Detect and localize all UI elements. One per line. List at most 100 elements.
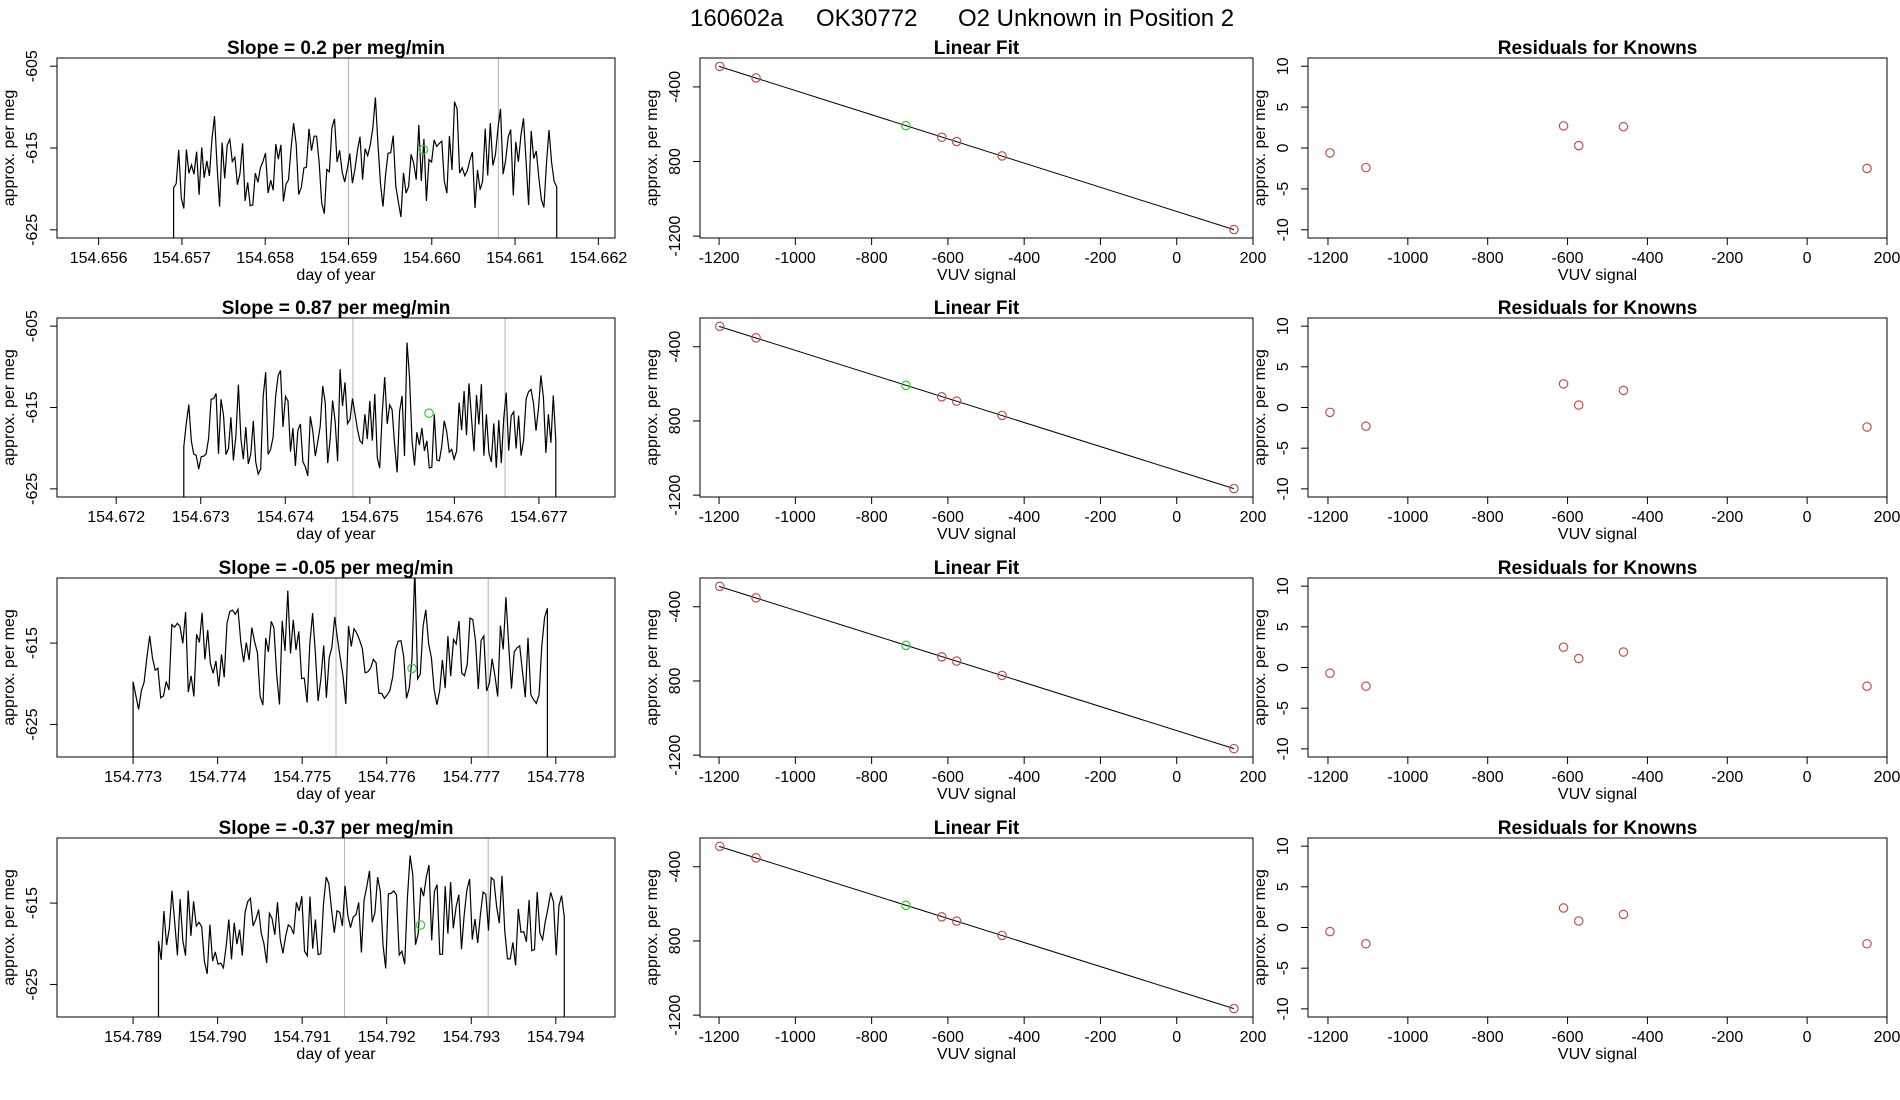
panel-title: Linear Fit — [934, 558, 1020, 579]
y-tick-label: 800 — [667, 928, 684, 955]
figure-title: 160602a OK30772 O2 Unknown in Position 2 — [690, 5, 1234, 32]
x-tick-label: -1200 — [699, 769, 740, 786]
x-tick-label: 154.789 — [104, 1029, 162, 1046]
x-tick-label: 154.777 — [442, 769, 500, 786]
x-tick-label: -400 — [1631, 509, 1663, 526]
x-tick-label: 154.778 — [527, 769, 585, 786]
y-tick-label: 800 — [667, 148, 684, 175]
x-tick-label: 0 — [1803, 509, 1812, 526]
y-tick-label: 10 — [1275, 57, 1292, 75]
unknown-point — [415, 920, 426, 930]
y-tick-label: 10 — [1275, 317, 1292, 335]
x-tick-label: 154.659 — [320, 250, 378, 267]
y-tick-label: 5 — [1275, 622, 1292, 631]
plot-area — [157, 838, 565, 1017]
x-tick-label: -1200 — [1308, 509, 1349, 526]
x-tick-label: -800 — [1472, 769, 1504, 786]
y-tick-label: -10 — [1275, 737, 1292, 760]
x-axis-label: VUV signal — [937, 786, 1016, 803]
x-tick-label: 200 — [1874, 509, 1900, 526]
x-tick-label: -1200 — [699, 509, 740, 526]
panel-0-0: Slope = 0.2 per meg/min 154.656 154.657 154… — [1, 38, 627, 284]
panel-0-2: Residuals for Knowns-1200 -1000 -800 -600 -4… — [1252, 38, 1900, 284]
residual-point — [1325, 148, 1335, 158]
y-tick-label: -5 — [1275, 182, 1292, 196]
x-tick-label: -200 — [1711, 1029, 1743, 1046]
x-axis-label: day of year — [296, 1046, 376, 1063]
x-tick-label: -400 — [1008, 509, 1040, 526]
residual-point — [1325, 926, 1335, 937]
panel-title: Residuals for Knowns — [1498, 298, 1698, 319]
x-tick-label: -1000 — [775, 250, 816, 267]
known-point — [936, 652, 947, 662]
y-axis-label: approx. per meg — [1252, 349, 1269, 466]
unknown-point — [418, 144, 429, 155]
y-axis-label: approx. per meg — [1, 869, 18, 986]
residual-point — [1361, 421, 1371, 432]
x-tick-label: 154.661 — [486, 250, 544, 267]
y-tick-label: -1200 — [667, 475, 684, 516]
residual-point — [1862, 422, 1872, 432]
known-point — [936, 392, 947, 402]
x-tick-label: -800 — [1472, 509, 1504, 526]
y-tick-label: -615 — [24, 627, 41, 659]
unknown-point — [901, 900, 911, 911]
y-tick-label: -5 — [1275, 441, 1292, 455]
y-tick-label: -605 — [24, 50, 41, 82]
x-tick-label: -400 — [1631, 769, 1663, 786]
x-tick-label: 154.657 — [153, 250, 211, 267]
signal-trace — [157, 855, 565, 1017]
panel-title: Slope = -0.05 per meg/min — [219, 558, 454, 579]
figure-title-id: OK30772 — [816, 5, 917, 32]
known-point — [997, 151, 1007, 161]
panel-grid: Slope = 0.2 per meg/min 154.656 154.657 154… — [1, 38, 1900, 1063]
y-tick-label: -1200 — [667, 995, 684, 1036]
fit-line — [718, 845, 1235, 1010]
x-tick-label: -400 — [1008, 769, 1040, 786]
y-tick-label: 5 — [1275, 882, 1292, 891]
x-tick-label: -200 — [1711, 769, 1743, 786]
y-axis-label: approx. per meg — [1, 609, 18, 726]
x-tick-label: 200 — [1874, 1029, 1900, 1046]
x-tick-label: -1200 — [1308, 1029, 1349, 1046]
figure-title-desc: O2 Unknown in Position 2 — [958, 5, 1234, 32]
unknown-point — [424, 408, 434, 418]
plot-area — [1325, 121, 1872, 174]
y-tick-label: -5 — [1275, 961, 1292, 975]
x-tick-label: -200 — [1084, 509, 1116, 526]
x-tick-label: 154.775 — [273, 769, 331, 786]
residual-point — [1618, 647, 1629, 657]
panel-3-1: Linear Fit -1200 -1000 -800 -600 -400 -200 0 200… — [644, 818, 1266, 1063]
x-tick-label: -800 — [1472, 1029, 1504, 1046]
x-tick-label: -400 — [1631, 1029, 1663, 1046]
known-point — [997, 670, 1007, 681]
x-tick-label: -400 — [1008, 1029, 1040, 1046]
panel-title: Linear Fit — [934, 38, 1020, 59]
known-point — [936, 132, 947, 143]
known-point — [936, 912, 947, 922]
known-point — [1229, 224, 1239, 235]
known-point — [951, 136, 962, 147]
y-tick-label: -5 — [1275, 701, 1292, 715]
x-tick-label: -1000 — [775, 769, 816, 786]
unknown-point — [901, 640, 911, 651]
plot-frame — [699, 577, 1254, 758]
residual-point — [1325, 407, 1335, 418]
y-tick-label: 5 — [1275, 362, 1292, 371]
panel-title: Linear Fit — [934, 818, 1020, 839]
x-tick-label: 154.674 — [256, 509, 314, 526]
x-tick-label: -800 — [856, 769, 888, 786]
plot-area — [715, 61, 1239, 235]
panel-title: Residuals for Knowns — [1498, 818, 1698, 839]
known-point — [951, 396, 962, 406]
x-tick-label: -1000 — [1387, 1029, 1428, 1046]
x-tick-label: 0 — [1172, 1029, 1181, 1046]
known-point — [751, 73, 761, 83]
plot-area — [715, 581, 1239, 754]
x-tick-label: 154.773 — [104, 769, 162, 786]
signal-trace — [183, 342, 557, 497]
plot-frame — [1307, 317, 1888, 498]
plot-frame — [56, 577, 616, 758]
y-tick-label: 10 — [1275, 837, 1292, 855]
fit-line — [718, 585, 1235, 750]
